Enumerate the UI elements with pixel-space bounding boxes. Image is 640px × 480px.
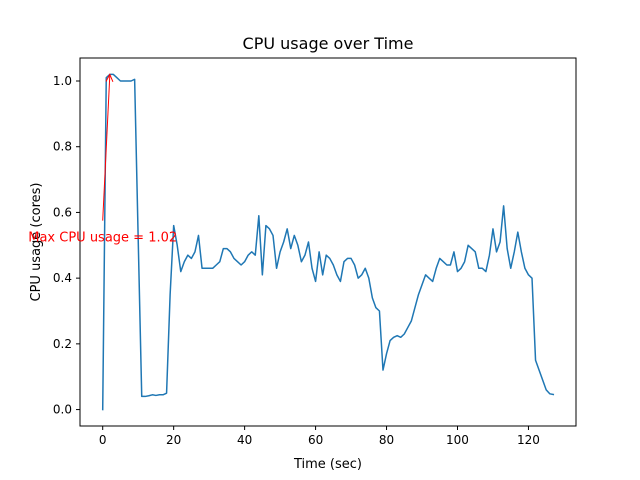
y-tick-label: 1.0 (53, 74, 72, 88)
annotation-arrow-shaft (102, 75, 111, 221)
x-tick-label: 100 (446, 433, 469, 447)
y-tick-label: 0.8 (53, 140, 72, 154)
x-axis-label: Time (sec) (293, 457, 362, 472)
x-tick-label: 20 (166, 433, 181, 447)
x-tick-label: 60 (308, 433, 323, 447)
axes-frame (79, 57, 577, 427)
x-tick-label: 40 (237, 433, 252, 447)
max-annotation: Max CPU usage = 1.02 (28, 73, 177, 246)
y-axis-ticks: 0.0 0.2 0.4 0.6 0.8 1.0 (53, 74, 80, 417)
y-axis-label: CPU usage (cores) (29, 183, 44, 302)
chart-title: CPU usage over Time (243, 34, 414, 53)
y-tick-label: 0.2 (53, 337, 72, 351)
x-axis-ticks: 0 20 40 60 80 100 120 (99, 426, 540, 447)
series-line-0 (101, 73, 555, 411)
annotation-text: Max CPU usage = 1.02 (28, 231, 177, 246)
x-tick-label: 120 (517, 433, 540, 447)
y-tick-label: 0.4 (53, 271, 72, 285)
x-tick-label: 0 (99, 433, 107, 447)
x-tick-label: 80 (379, 433, 394, 447)
y-tick-label: 0.0 (53, 403, 72, 417)
annotation-arrow-head (105, 73, 114, 82)
y-tick-label: 0.6 (53, 205, 72, 219)
plot-area (79, 57, 577, 427)
